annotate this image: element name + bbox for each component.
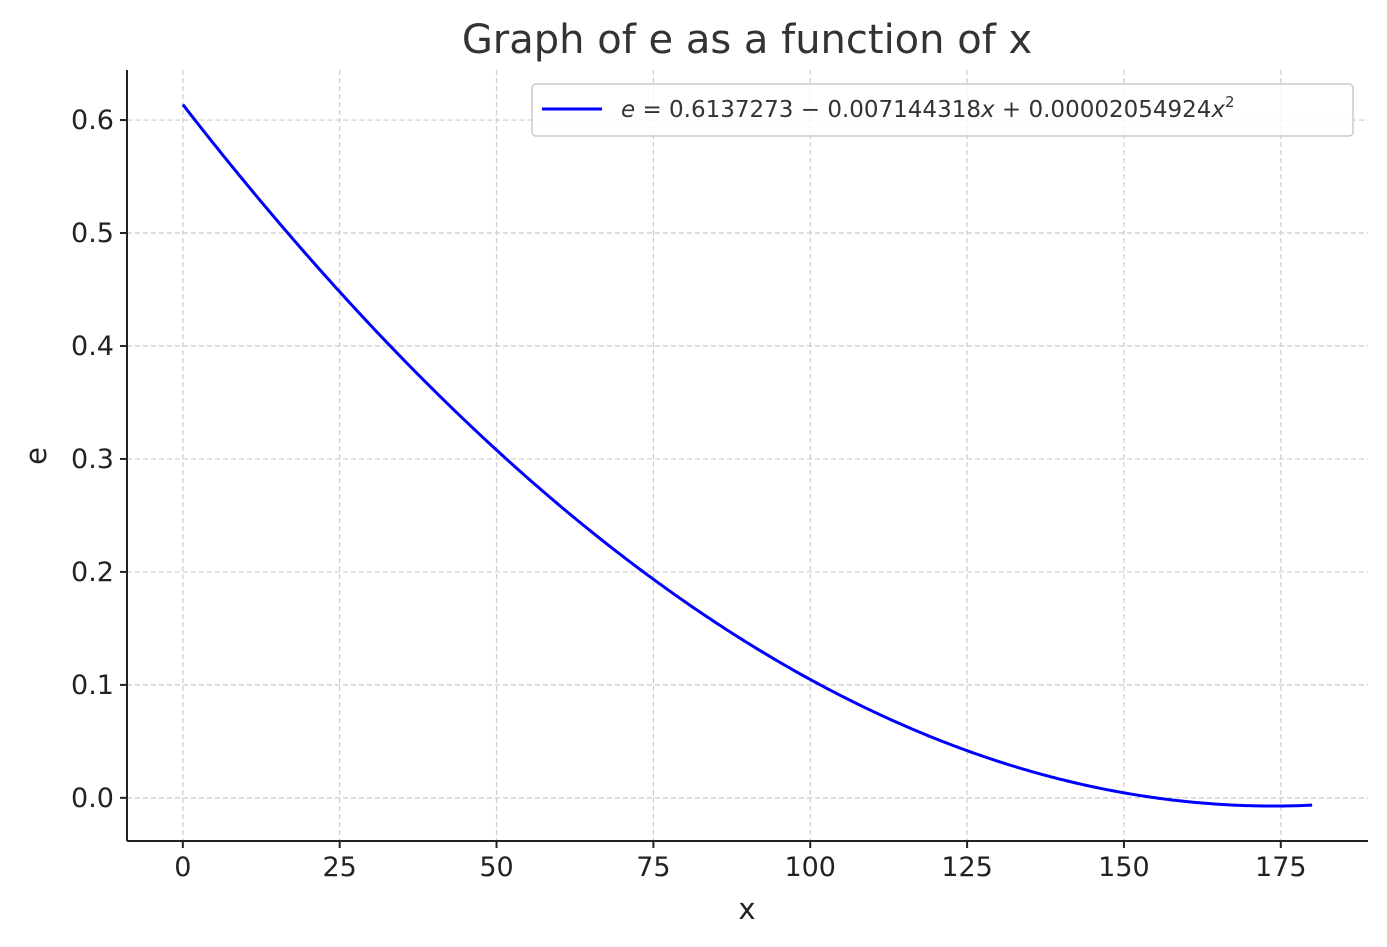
x-axis-label: x [738, 892, 755, 926]
x-tick-label: 100 [784, 852, 836, 883]
x-tick-label: 75 [636, 852, 670, 883]
tick-labels: 0 25 50 75 100 125 150 175 0.0 0.1 0.2 0.3 0.4 0.5 0.6 [71, 105, 1307, 883]
x-tick-label: 175 [1255, 852, 1307, 883]
x-tick-label: 150 [1098, 852, 1150, 883]
legend-box [531, 83, 1354, 137]
x-tick-label: 50 [479, 852, 513, 883]
y-tick-label: 0.0 [71, 783, 114, 814]
x-tick-label: 0 [174, 852, 191, 883]
y-tick-label: 0.4 [71, 331, 114, 362]
grid [127, 70, 1368, 841]
y-tick-label: 0.2 [71, 557, 114, 588]
ticks [120, 119, 1282, 848]
y-tick-label: 0.3 [71, 444, 114, 475]
y-tick-label: 0.6 [71, 105, 114, 136]
x-tick-label: 125 [941, 852, 993, 883]
chart-title: Graph of e as a function of x [462, 17, 1032, 63]
x-tick-label: 25 [323, 852, 357, 883]
y-axis-label: e [19, 447, 53, 465]
series-layer [181, 103, 1313, 808]
y-tick-label: 0.5 [71, 218, 114, 249]
y-tick-label: 0.1 [71, 670, 114, 701]
legend: e = 0.6137273 − 0.007144318x + 0.0000205… [531, 83, 1354, 137]
legend-label: e = 0.6137273 − 0.007144318x + 0.0000205… [621, 93, 1235, 123]
series-line [181, 103, 1313, 808]
